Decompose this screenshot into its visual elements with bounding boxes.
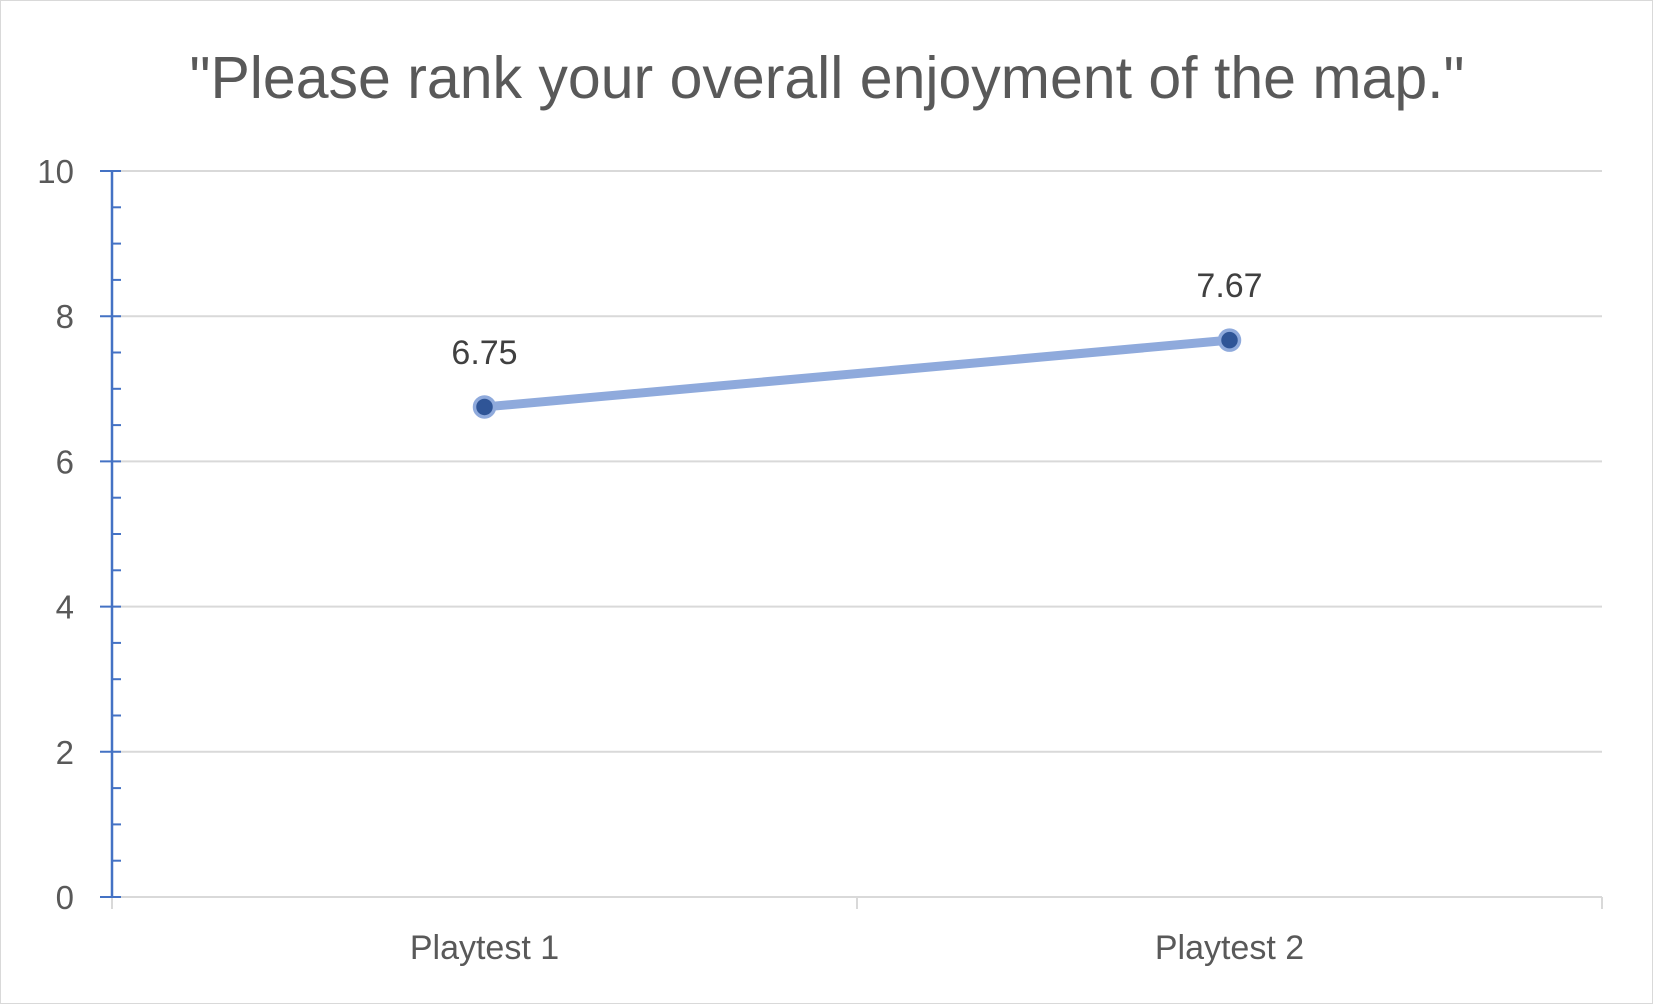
y-tick-label-10: 10	[37, 153, 74, 190]
data-label: 6.75	[451, 334, 517, 372]
series-line-group	[472, 328, 1242, 419]
y-tick-label-4: 4	[56, 589, 74, 626]
y-tick-label-0: 0	[56, 879, 74, 916]
x-category-labels: Playtest 1 Playtest 2	[410, 929, 1304, 967]
chart-title: "Please rank your overall enjoyment of t…	[190, 45, 1465, 111]
series-line	[480, 335, 1234, 412]
y-tick-label-8: 8	[56, 298, 74, 335]
x-category-label: Playtest 1	[410, 929, 559, 967]
data-point-marker	[1217, 328, 1242, 352]
y-tick-label-6: 6	[56, 443, 74, 480]
data-labels: 6.75 7.67	[451, 267, 1262, 372]
y-tick-labels: 0 2 4 6 8 10	[37, 153, 74, 916]
data-label: 7.67	[1196, 267, 1262, 305]
x-category-label: Playtest 2	[1155, 929, 1304, 967]
y-tick-label-2: 2	[56, 734, 74, 771]
gridlines	[112, 170, 1602, 753]
axes	[100, 170, 1603, 909]
data-point-marker	[472, 395, 497, 419]
